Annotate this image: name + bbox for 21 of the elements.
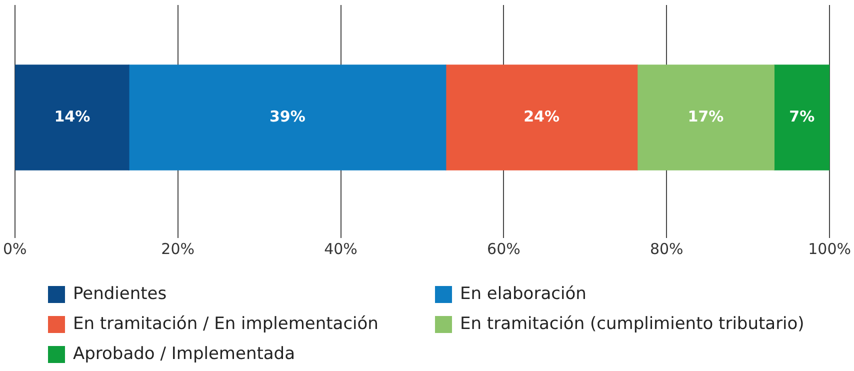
data-label: 14% [54, 107, 90, 126]
x-tick-label: 60% [487, 240, 520, 258]
data-label: 17% [688, 107, 724, 126]
x-tick-label: 100% [808, 240, 852, 258]
legend-label: Pendientes [73, 284, 167, 304]
x-tick-label: 20% [161, 240, 194, 258]
data-label: 24% [524, 107, 560, 126]
bar [446, 64, 638, 170]
bar [128, 64, 446, 170]
legend-label: Aprobado / Implementada [73, 344, 296, 364]
data-label: 39% [269, 107, 306, 126]
bar [15, 64, 130, 170]
x-tick-label: 40% [324, 240, 358, 258]
bar [774, 64, 830, 170]
legend-label: En tramitación / En implementación [73, 314, 378, 334]
legend-label: En elaboración [460, 284, 586, 304]
legend-label: En tramitación (cumplimiento tributario) [460, 314, 804, 334]
bar [636, 64, 774, 170]
data-label: 7% [789, 107, 815, 126]
x-tick-label: 80% [650, 240, 684, 258]
x-tick-label: 0% [3, 240, 27, 258]
